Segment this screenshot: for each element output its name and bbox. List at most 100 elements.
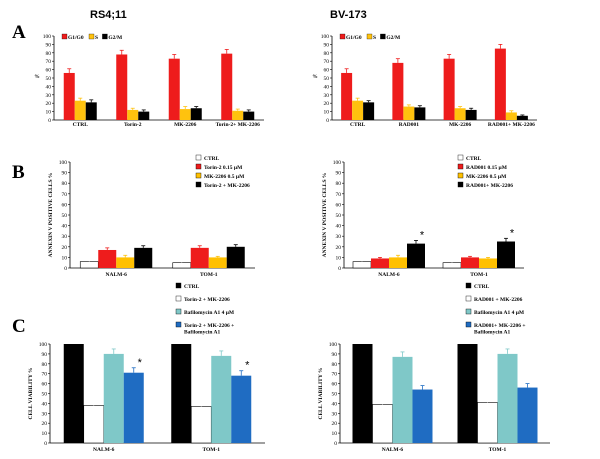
legend-label: G1/G0 bbox=[68, 35, 84, 41]
bar bbox=[208, 257, 227, 268]
y-tick-label: 10 bbox=[62, 255, 68, 261]
legend-label: Torin-2 + MK-2206 bbox=[204, 183, 250, 189]
legend-label: S bbox=[95, 35, 98, 41]
y-tick-label: 70 bbox=[42, 372, 48, 378]
bar bbox=[389, 257, 407, 268]
x-tick-label: NALM-6 bbox=[378, 272, 400, 278]
bar bbox=[497, 353, 518, 443]
bar bbox=[442, 262, 462, 269]
y-tick-label: 60 bbox=[332, 382, 338, 388]
legend: G1/G0 S G2/M bbox=[61, 33, 123, 41]
x-tick-label: TOM-1 bbox=[202, 447, 220, 453]
legend-swatch bbox=[88, 33, 95, 40]
y-tick-label: 100 bbox=[59, 160, 68, 166]
legend-swatch bbox=[366, 33, 373, 40]
y-tick-label: 20 bbox=[46, 101, 52, 107]
y-tick-label: 100 bbox=[321, 34, 330, 40]
x-tick-label: CTRL bbox=[350, 122, 366, 128]
y-tick-label: 0 bbox=[334, 441, 337, 447]
y-tick-label: 80 bbox=[336, 181, 342, 187]
x-tick-label: CTRL bbox=[73, 122, 89, 128]
y-tick-label: 80 bbox=[46, 51, 52, 57]
y-axis-label: ANNEXIN V POSITIVE CELLS % bbox=[48, 173, 54, 258]
bar bbox=[352, 261, 372, 269]
legend-label: CTRL bbox=[184, 284, 200, 290]
bar bbox=[190, 406, 212, 444]
bar bbox=[231, 375, 252, 443]
y-axis-label: CELL VIABILITY % bbox=[28, 368, 34, 420]
bar bbox=[211, 355, 232, 443]
bar bbox=[477, 402, 498, 444]
legend-label: Bafilomycin A1 4 µM bbox=[184, 310, 235, 316]
legend-swatch bbox=[465, 308, 472, 315]
legend-label: RAD001+ MK-2206 + Bafilomycin A1 bbox=[474, 323, 526, 336]
bar bbox=[83, 405, 105, 444]
bar bbox=[134, 247, 153, 268]
legend-swatch bbox=[175, 321, 182, 328]
bar bbox=[116, 54, 128, 121]
legend-swatch bbox=[457, 154, 464, 161]
y-tick-label: 10 bbox=[46, 110, 52, 116]
y-tick-label: 80 bbox=[324, 51, 330, 57]
x-tick-label: TOM-1 bbox=[489, 447, 507, 453]
legend-swatch bbox=[195, 154, 202, 161]
legend: CTRL Torin-2 0.15 µM MK-2206 0.5 µM Torin-2… bbox=[195, 154, 250, 189]
chart-b-right: 0 10 20 30 40 50 60 70 80 90 100 ANNEXIN V POSITIVE… bbox=[322, 154, 524, 278]
bar bbox=[494, 48, 506, 120]
legend: CTRL Torin-2 + MK-2206 Bafilomycin A1 4 µM… bbox=[175, 282, 235, 336]
x-tick-label: NALM-6 bbox=[382, 447, 404, 453]
bar bbox=[454, 108, 466, 120]
y-tick-label: 50 bbox=[324, 76, 330, 82]
y-tick-label: 10 bbox=[42, 431, 48, 437]
y-tick-label: 40 bbox=[62, 224, 68, 230]
legend-swatch bbox=[195, 163, 202, 170]
y-tick-label: 40 bbox=[42, 401, 48, 407]
bar bbox=[392, 62, 404, 120]
bar bbox=[505, 112, 517, 120]
x-tick-label: Torin-2+ MK-2206 bbox=[216, 122, 261, 128]
y-tick-label: 40 bbox=[332, 401, 338, 407]
bar bbox=[457, 344, 478, 443]
y-tick-label: 60 bbox=[42, 382, 48, 388]
bar bbox=[516, 115, 528, 120]
y-tick-label: 60 bbox=[46, 68, 52, 74]
legend-swatch bbox=[102, 33, 108, 40]
bar bbox=[363, 102, 375, 120]
cell-line-title-left: RS4;11 bbox=[90, 9, 127, 21]
y-tick-label: 70 bbox=[324, 59, 330, 65]
y-axis-label: CELL VIABILITY % bbox=[318, 368, 324, 420]
y-tick-label: 50 bbox=[46, 76, 52, 82]
bar bbox=[414, 107, 426, 120]
bar bbox=[341, 72, 353, 120]
legend: CTRL RAD001 + MK-2206 Bafilomycin A1 4 µM R… bbox=[465, 282, 526, 336]
y-tick-label: 20 bbox=[324, 101, 330, 107]
bar bbox=[116, 257, 135, 268]
x-tick-label: RAD001 bbox=[399, 122, 419, 128]
y-tick-label: 10 bbox=[336, 255, 342, 261]
chart-b-left: 0 10 20 30 40 50 60 70 80 90 100 ANNEXIN V POSITIVE… bbox=[48, 154, 255, 278]
bar bbox=[221, 53, 233, 120]
y-tick-label: 30 bbox=[332, 411, 338, 417]
legend-label: MK-2206 0.5 µM bbox=[466, 174, 507, 180]
bar bbox=[85, 102, 97, 120]
bar bbox=[138, 111, 150, 120]
bar bbox=[517, 387, 538, 443]
legend-swatch bbox=[465, 321, 472, 328]
legend-label: RAD001+ MK-2206 bbox=[466, 183, 513, 189]
panel-letter-b: B bbox=[12, 162, 25, 183]
bar bbox=[103, 353, 124, 443]
y-tick-label: 100 bbox=[43, 34, 52, 40]
bar bbox=[172, 262, 192, 269]
y-tick-label: 60 bbox=[336, 202, 342, 208]
y-tick-label: 80 bbox=[42, 362, 48, 368]
y-tick-label: 70 bbox=[46, 59, 52, 65]
y-tick-label: 30 bbox=[46, 93, 52, 99]
bar bbox=[403, 106, 415, 120]
legend-label: CTRL bbox=[466, 156, 482, 162]
y-tick-label: 70 bbox=[62, 192, 68, 198]
y-tick-label: 40 bbox=[46, 84, 52, 90]
significance-star: * bbox=[420, 229, 425, 241]
legend-swatch bbox=[457, 172, 464, 179]
y-tick-label: 100 bbox=[329, 342, 338, 348]
x-tick-label: RAD001+ MK-2206 bbox=[488, 122, 535, 128]
